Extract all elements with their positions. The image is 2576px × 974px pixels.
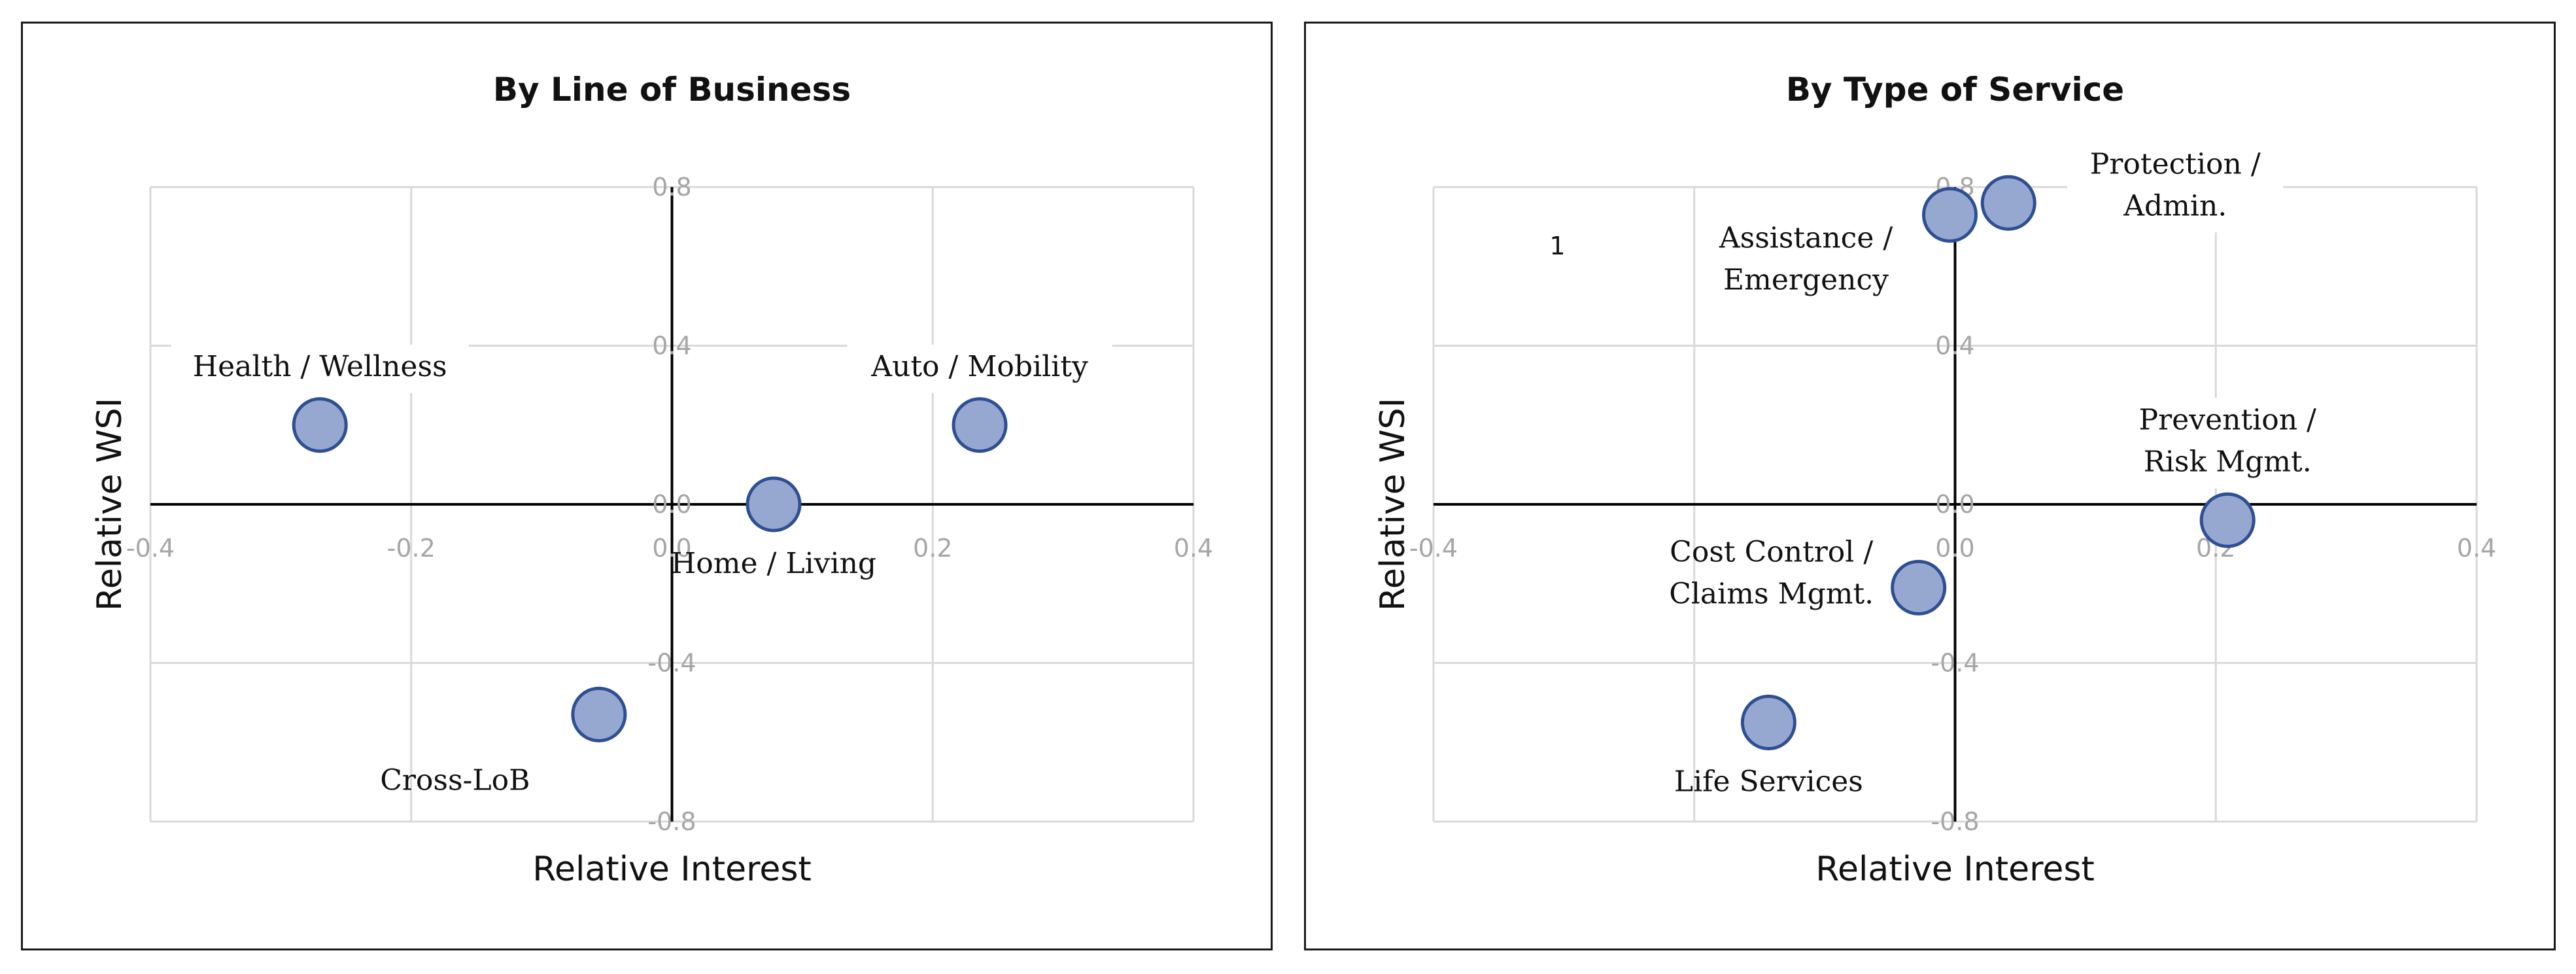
y-tick-label: 0.4 [1935,332,1974,360]
point-label-background [2067,142,2284,233]
y-tick-label: 0.4 [652,332,691,360]
x-tick-label: 0.2 [913,534,952,563]
point-label: Emergency [1723,263,1889,296]
data-point [952,397,1008,453]
data-point [571,686,627,742]
point-label-background [847,344,1112,393]
data-point [2199,492,2256,548]
y-tick-label: -0.8 [1931,807,1979,836]
annotation-label: 1 [1549,232,1565,260]
point-label: Admin. [2123,189,2227,222]
x-tick-label: 0.0 [652,534,691,563]
data-point [1922,186,1978,243]
x-tick-label: 0.0 [1935,534,1974,563]
scatter-chart-line-of-business: -0.4 -0.2 0.0 0.2 0.4 -0.8 -0.4 0.0 0.4 0.8 By Lin… [90,71,1213,889]
y-tick-label: 0.0 [652,490,691,519]
chart-panel-line-of-business: -0.4 -0.2 0.0 0.2 0.4 -0.8 -0.4 0.0 0.4 0.8 By Lin… [21,22,1273,950]
y-tick-label: 0.8 [652,173,691,201]
y-tick-label: -0.4 [647,649,696,678]
point-label: Prevention / [2139,403,2316,436]
chart-title: By Line of Business [493,71,851,109]
y-tick-label: 0.0 [1935,490,1974,519]
point-label: Life Services [1674,765,1863,798]
scatter-chart-type-of-service: -0.4 0.0 0.2 0.4-0.8-0.40.00.40.8By Type of… [1373,71,2496,889]
y-tick-label: -0.8 [647,807,696,836]
data-point [1980,175,2036,231]
x-tick-label: 0.4 [1174,534,1213,563]
point-label: Protection / [2090,147,2261,181]
y-axis-title: Relative WSI [1373,398,1413,611]
x-tick-label: -0.4 [1409,534,1458,563]
point-label: Cost Control / [1670,535,1873,568]
x-tick-label: 0.4 [2457,534,2496,563]
point-label: Assistance / [1719,221,1893,254]
point-label: Home / Living [671,547,876,580]
point-label: Health / Wellness [193,350,447,383]
point-label: Cross-LoB [380,763,530,797]
point-label-background [171,344,469,393]
data-point [292,397,348,453]
y-tick-label: -0.4 [1931,649,1979,678]
x-axis-title: Relative Interest [1815,850,2095,889]
x-tick-label: -0.2 [387,534,436,563]
chart-title: By Type of Service [1786,71,2124,109]
point-label-background [2120,398,2336,489]
data-point [1891,559,1947,616]
point-label: Claims Mgmt. [1669,577,1874,610]
x-axis-title: Relative Interest [532,850,812,889]
chart-panel-type-of-service: -0.4 0.0 0.2 0.4 -0.8 -0.4 0.0 0.4 0.8 By Type of… [1304,22,2556,950]
y-axis-title: Relative WSI [90,398,129,611]
data-point [1740,694,1796,750]
point-label: Risk Mgmt. [2144,445,2312,478]
point-label: Auto / Mobility [870,350,1088,383]
data-point [746,476,802,532]
x-tick-label: -0.4 [126,534,175,563]
